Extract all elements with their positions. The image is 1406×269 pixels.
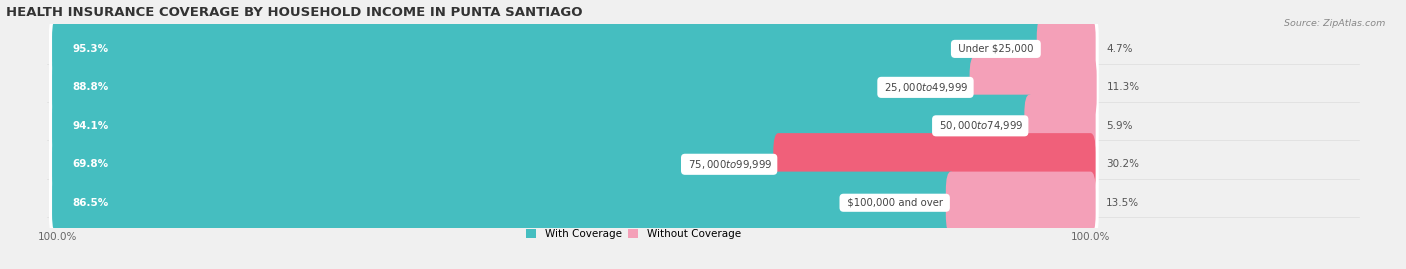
FancyBboxPatch shape — [49, 83, 1098, 168]
FancyBboxPatch shape — [1036, 18, 1095, 80]
FancyBboxPatch shape — [49, 122, 1098, 207]
Text: Under $25,000: Under $25,000 — [955, 44, 1036, 54]
FancyBboxPatch shape — [52, 95, 1035, 157]
Text: 5.9%: 5.9% — [1107, 121, 1132, 131]
FancyBboxPatch shape — [49, 45, 1098, 130]
Text: 11.3%: 11.3% — [1107, 82, 1140, 92]
FancyBboxPatch shape — [52, 172, 956, 234]
FancyBboxPatch shape — [52, 56, 980, 119]
Text: 94.1%: 94.1% — [73, 121, 110, 131]
Text: HEALTH INSURANCE COVERAGE BY HOUSEHOLD INCOME IN PUNTA SANTIAGO: HEALTH INSURANCE COVERAGE BY HOUSEHOLD I… — [6, 6, 582, 19]
FancyBboxPatch shape — [1025, 95, 1095, 157]
Text: $25,000 to $49,999: $25,000 to $49,999 — [882, 81, 970, 94]
FancyBboxPatch shape — [970, 56, 1097, 119]
Text: 13.5%: 13.5% — [1107, 198, 1139, 208]
FancyBboxPatch shape — [49, 160, 1098, 245]
FancyBboxPatch shape — [52, 18, 1047, 80]
Text: 30.2%: 30.2% — [1107, 159, 1139, 169]
FancyBboxPatch shape — [773, 133, 1095, 196]
FancyBboxPatch shape — [49, 6, 1098, 91]
Text: $75,000 to $99,999: $75,000 to $99,999 — [685, 158, 773, 171]
Text: $50,000 to $74,999: $50,000 to $74,999 — [936, 119, 1025, 132]
Legend: With Coverage, Without Coverage: With Coverage, Without Coverage — [526, 229, 741, 239]
FancyBboxPatch shape — [52, 133, 783, 196]
Text: 88.8%: 88.8% — [73, 82, 110, 92]
Text: 95.3%: 95.3% — [73, 44, 108, 54]
Text: 4.7%: 4.7% — [1107, 44, 1132, 54]
FancyBboxPatch shape — [946, 172, 1095, 234]
Text: Source: ZipAtlas.com: Source: ZipAtlas.com — [1284, 19, 1385, 28]
Text: 69.8%: 69.8% — [73, 159, 108, 169]
Text: $100,000 and over: $100,000 and over — [844, 198, 946, 208]
Text: 86.5%: 86.5% — [73, 198, 110, 208]
